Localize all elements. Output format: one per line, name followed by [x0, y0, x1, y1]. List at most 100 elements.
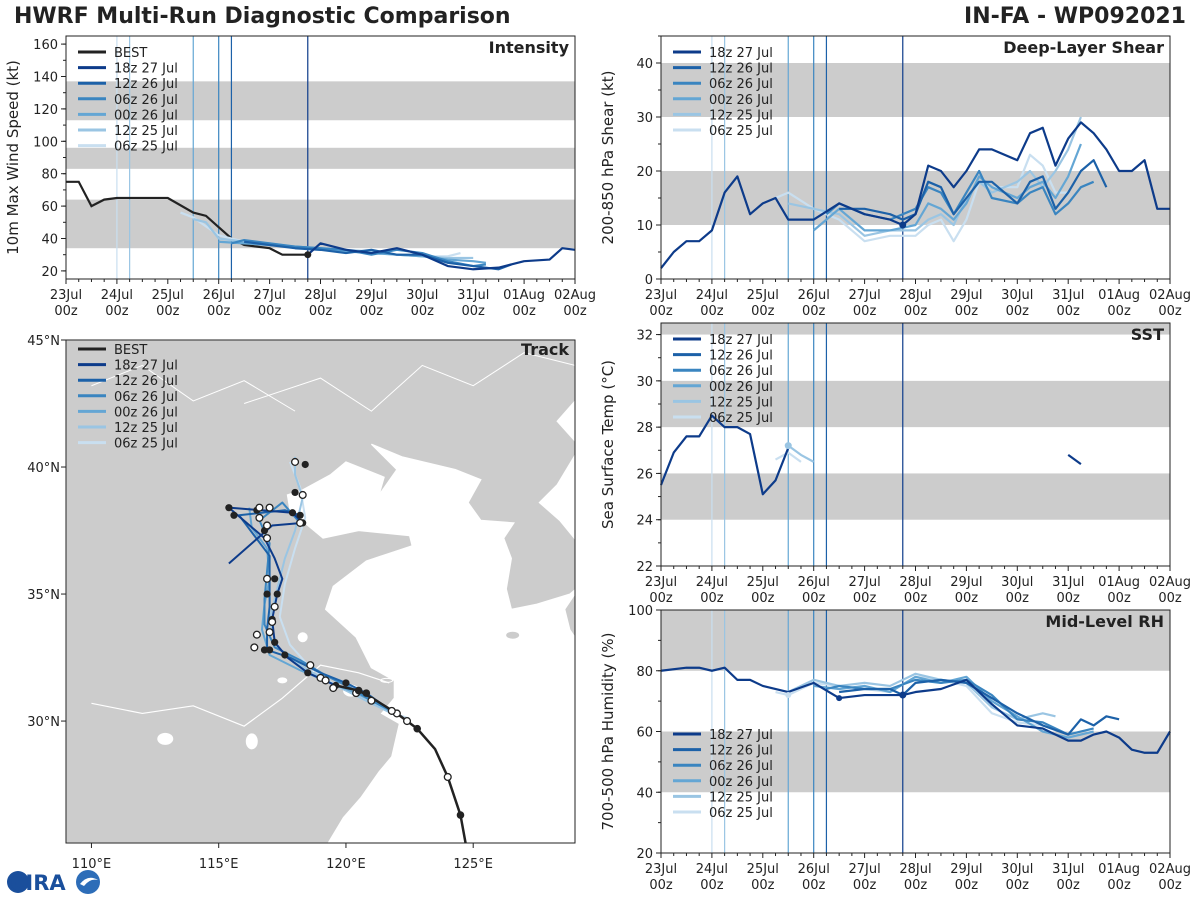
intensity-series-line: [307, 242, 576, 271]
shear-xtick-label: 27Jul: [848, 288, 880, 303]
rh-series-line: [660, 666, 1171, 754]
shear-legend-label: 00z 26 Jul: [709, 93, 773, 108]
sst-xtick-label: 00z: [700, 591, 724, 606]
track-river: [91, 664, 390, 727]
shear-band: [661, 171, 1170, 225]
sst-series-line: [774, 451, 802, 463]
rh-xtick-label: 31Jul: [1052, 862, 1084, 877]
track-marker-filled: [271, 638, 279, 646]
intensity-xtick-label: 00z: [207, 304, 231, 319]
sst-xtick-label: 00z: [649, 591, 673, 606]
sst-series-line: [787, 444, 815, 463]
sst-ytick-label: 28: [636, 421, 653, 436]
track-marker-filled: [225, 504, 233, 512]
intensity-init-marker: [304, 251, 312, 259]
rh-legend-label: 12z 25 Jul: [709, 790, 773, 805]
intensity-xtick-label: 31Jul: [457, 288, 489, 303]
intensity-legend-label: 12z 25 Jul: [114, 124, 178, 139]
intensity-xtick-label: 00z: [54, 304, 78, 319]
track-marker-filled: [342, 679, 350, 687]
sst-xtick-label: 00z: [802, 591, 826, 606]
intensity-band: [66, 199, 575, 249]
sst-ytick-label: 26: [636, 467, 653, 482]
rh-ytick-label: 40: [636, 786, 653, 801]
rh-xtick-label: 24Jul: [696, 862, 728, 877]
track-marker-open: [263, 574, 272, 583]
track-land-taiwan: [370, 842, 388, 843]
rh-init-marker: [899, 691, 907, 699]
track-marker-open: [252, 630, 261, 639]
track-marker-filled: [271, 575, 279, 583]
shear-xtick-label: 31Jul: [1052, 288, 1084, 303]
rh-xtick-label: 26Jul: [798, 862, 830, 877]
intensity-xtick-label: 00z: [258, 304, 282, 319]
rh-ytick-label: 60: [636, 726, 653, 741]
rh-xtick-label: 00z: [802, 878, 826, 893]
intensity-best-line: [66, 180, 308, 256]
track-legend-label: 18z 27 Jul: [114, 359, 178, 374]
shear-xtick-label: 26Jul: [798, 288, 830, 303]
shear-series-line: [775, 153, 1069, 243]
shear-xtick-label: 00z: [802, 304, 826, 319]
shear-xtick-label: 00z: [1107, 304, 1131, 319]
intensity-xtick-label: 00z: [563, 304, 587, 319]
sst-xtick-label: 28Jul: [899, 575, 931, 590]
track-land-mainland: [66, 340, 575, 843]
intensity-xtick-label: 26Jul: [203, 288, 235, 303]
track-marker-filled: [263, 590, 271, 598]
rh-xtick-label: 01Aug: [1098, 862, 1140, 877]
track-marker-open: [255, 513, 264, 522]
track-best-marker-open: [387, 706, 396, 715]
rh-xtick-label: 00z: [1006, 878, 1030, 893]
intensity-xtick-label: 00z: [462, 304, 486, 319]
track-xtick-label: 120°E: [326, 857, 366, 872]
shear-legend-label: 12z 25 Jul: [709, 108, 773, 123]
shear-ytick-label: 10: [636, 219, 653, 234]
track-marker-filled: [304, 669, 312, 677]
track-legend-label: 12z 26 Jul: [114, 374, 178, 389]
sst-ylabel: Sea Surface Temp (°C): [599, 360, 617, 529]
rh-xtick-label: 28Jul: [899, 862, 931, 877]
track-ytick-label: 45°N: [27, 334, 60, 349]
sst-ytick-label: 22: [636, 560, 653, 575]
sst-xtick-label: 02Aug: [1149, 575, 1191, 590]
panel-rh: 2040608010023Jul00z24Jul00z25Jul00z26Jul…: [599, 604, 1191, 893]
track-marker-filled: [266, 646, 274, 654]
track-legend-label: 06z 26 Jul: [114, 390, 178, 405]
track-xtick-label: 115°E: [199, 857, 239, 872]
track-marker-open: [270, 602, 279, 611]
shear-xtick-label: 00z: [1057, 304, 1081, 319]
sst-xtick-label: 27Jul: [848, 575, 880, 590]
track-marker-open: [298, 490, 307, 500]
intensity-xtick-label: 00z: [411, 304, 435, 319]
track-marker-open: [329, 683, 338, 693]
sst-band: [661, 380, 1170, 428]
cira-globe-icon: [7, 871, 29, 893]
shear-xtick-label: 30Jul: [1001, 288, 1033, 303]
figure-title: HWRF Multi-Run Diagnostic Comparison: [14, 4, 511, 29]
sst-band: [661, 473, 1170, 520]
track-best-marker-open: [443, 772, 452, 781]
shear-xtick-label: 00z: [700, 304, 724, 319]
sst-ytick-label: 30: [636, 375, 653, 390]
intensity-xtick-label: 30Jul: [406, 288, 438, 303]
track-marker-open: [321, 676, 330, 685]
shear-title: Deep-Layer Shear: [1003, 38, 1164, 57]
shear-series-line: [839, 159, 1108, 221]
sst-xtick-label: 23Jul: [645, 575, 677, 590]
sst-xtick-label: 01Aug: [1098, 575, 1140, 590]
track-marker-open: [263, 521, 272, 530]
panel-sst: 22242628303223Jul00z24Jul00z25Jul00z26Ju…: [599, 322, 1191, 606]
intensity-ylabel: 10m Max Wind Speed (kt): [4, 60, 22, 255]
track-lake: [277, 677, 288, 684]
shear-xtick-label: 00z: [955, 304, 979, 319]
sst-xtick-label: 00z: [1158, 591, 1182, 606]
rh-xtick-label: 00z: [853, 878, 877, 893]
track-boundary: [243, 352, 575, 412]
track-marker-filled: [296, 511, 304, 519]
track-title: Track: [521, 340, 569, 359]
track-marker-filled: [260, 646, 269, 654]
track-marker-filled: [273, 590, 281, 598]
rh-xtick-label: 00z: [955, 878, 979, 893]
shear-xtick-label: 00z: [853, 304, 877, 319]
